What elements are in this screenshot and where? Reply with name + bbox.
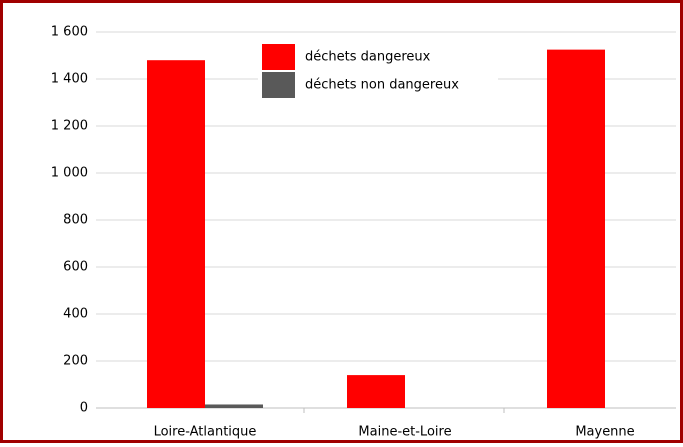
- bar: [147, 60, 205, 408]
- y-tick-label: 1 600: [51, 25, 88, 40]
- x-tick-label: Loire-Atlantique: [154, 425, 257, 440]
- x-tick-label: Mayenne: [575, 425, 634, 440]
- bar: [347, 375, 405, 408]
- legend-label: déchets dangereux: [305, 50, 431, 65]
- legend-swatch: [262, 44, 295, 70]
- y-tick-label: 200: [63, 354, 88, 369]
- bar: [547, 49, 605, 408]
- y-tick-label: 1 200: [51, 119, 88, 134]
- y-tick-label: 800: [63, 213, 88, 228]
- legend-label: déchets non dangereux: [305, 78, 459, 93]
- legend-box: [258, 42, 498, 100]
- y-tick-label: 400: [63, 307, 88, 322]
- legend-swatch: [262, 72, 295, 98]
- y-tick-label: 600: [63, 260, 88, 275]
- x-tick-label: Maine-et-Loire: [358, 425, 451, 440]
- y-tick-label: 1 000: [51, 166, 88, 181]
- y-tick-label: 1 400: [51, 72, 88, 87]
- y-tick-label: 0: [80, 401, 88, 416]
- bar: [205, 404, 263, 408]
